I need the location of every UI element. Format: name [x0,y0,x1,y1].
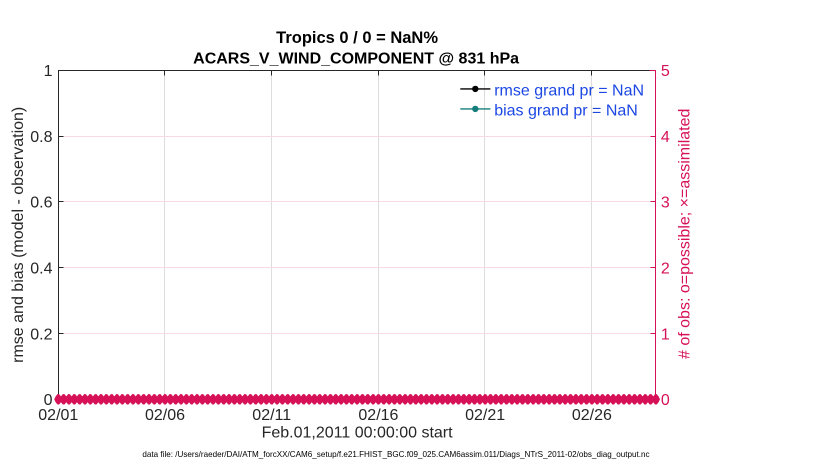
svg-text:Feb.01,2011 00:00:00 start: Feb.01,2011 00:00:00 start [262,425,454,442]
svg-text:Tropics 0 / 0 = NaN%: Tropics 0 / 0 = NaN% [276,29,438,47]
svg-text:rmse and bias (model - observa: rmse and bias (model - observation) [10,107,27,363]
svg-text:02/01: 02/01 [38,407,78,424]
svg-text:data file: /Users/raeder/DAI/A: data file: /Users/raeder/DAI/ATM_forcXX/… [142,450,649,459]
svg-text:5: 5 [661,63,670,80]
svg-text:0: 0 [661,392,670,409]
svg-text:02/21: 02/21 [465,407,505,424]
svg-text:02/16: 02/16 [358,407,398,424]
svg-text:# of obs: o=possible; ×=assimi: # of obs: o=possible; ×=assimilated [677,109,694,359]
svg-text:0.2: 0.2 [30,326,52,343]
svg-text:1: 1 [661,326,670,343]
svg-text:0.8: 0.8 [30,129,52,146]
svg-text:rmse grand pr = NaN: rmse grand pr = NaN [494,83,644,100]
svg-text:ACARS_V_WIND_COMPONENT @ 831 h: ACARS_V_WIND_COMPONENT @ 831 hPa [193,51,519,68]
svg-text:3: 3 [661,195,670,212]
svg-text:1: 1 [44,63,53,80]
svg-text:02/26: 02/26 [572,407,612,424]
svg-text:bias grand pr = NaN: bias grand pr = NaN [494,103,638,120]
svg-text:0.4: 0.4 [30,261,52,278]
svg-text:0: 0 [44,392,53,409]
svg-text:2: 2 [661,261,670,278]
svg-text:02/11: 02/11 [252,407,291,424]
svg-text:0.6: 0.6 [30,195,52,212]
svg-text:02/06: 02/06 [145,407,185,424]
svg-text:4: 4 [661,129,670,146]
